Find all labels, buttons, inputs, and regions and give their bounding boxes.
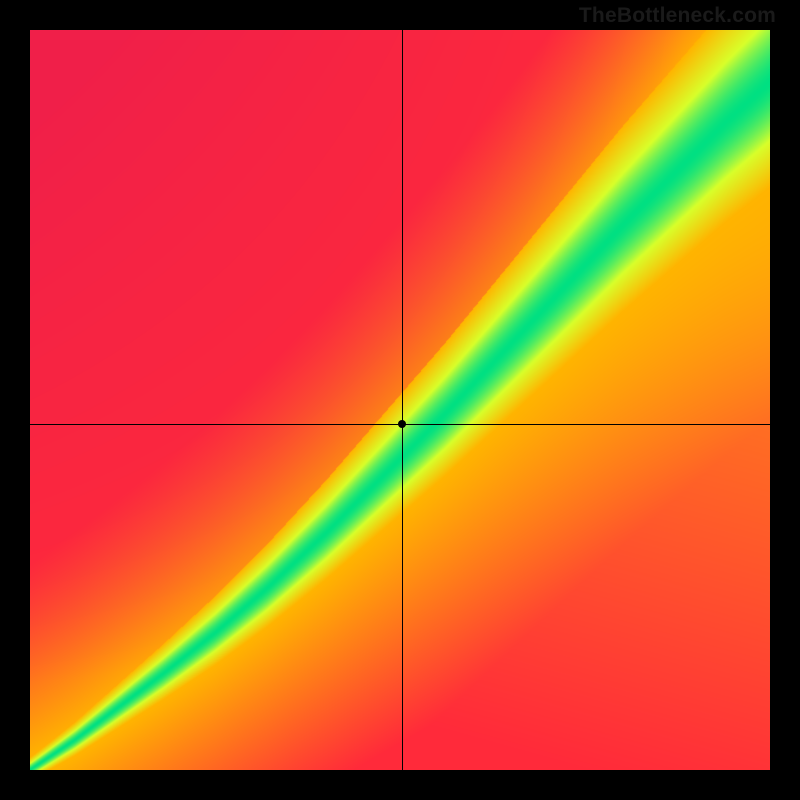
crosshair-vertical <box>402 30 403 770</box>
plot-area <box>30 30 770 770</box>
heatmap-canvas <box>30 30 770 770</box>
crosshair-marker <box>398 420 406 428</box>
watermark-text: TheBottleneck.com <box>579 4 776 28</box>
